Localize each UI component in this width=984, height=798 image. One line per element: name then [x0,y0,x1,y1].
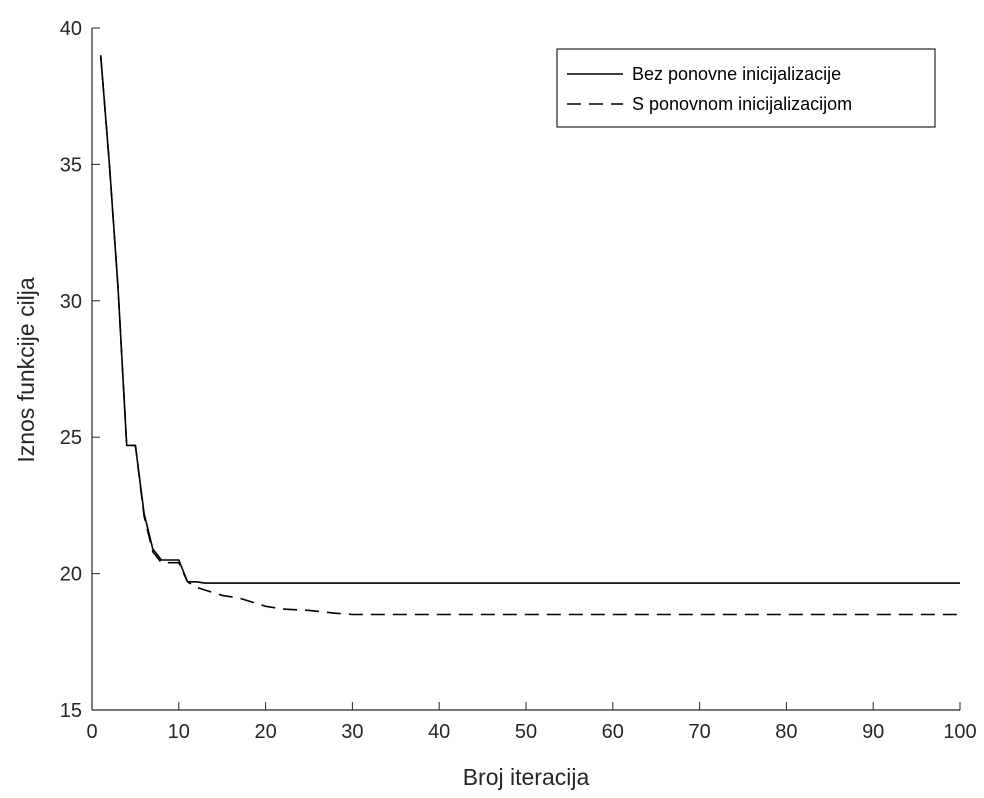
plot-area [91,28,960,711]
x-tick-label: 0 [86,721,97,743]
y-axis-label: Iznos funkcije cilja [13,277,39,463]
y-axis-ticks: 15 20 25 30 35 40 [60,18,100,722]
series-lines [99,55,960,616]
legend-label-series-2: S ponovnom inicijalizacijom [632,94,852,114]
x-tick-label: 40 [428,721,450,743]
y-tick-label: 30 [60,291,82,313]
x-tick-label: 50 [515,721,537,743]
x-tick-label: 80 [775,721,797,743]
x-tick-label: 100 [943,721,976,743]
legend-label-series-1: Bez ponovne inicijalizacije [632,64,841,84]
y-tick-label: 15 [60,700,82,722]
x-tick-label: 20 [254,721,276,743]
x-axis-ticks: 0 10 20 30 40 50 60 70 80 90 100 [86,702,977,743]
legend: Bez ponovne inicijalizacije S ponovnom i… [556,48,936,128]
y-tick-label: 40 [60,18,82,40]
x-axis-label: Broj iteracija [463,764,590,790]
y-tick-label: 25 [60,427,82,449]
x-tick-label: 30 [341,721,363,743]
y-tick-label: 20 [60,564,82,586]
y-tick-label: 35 [60,154,82,176]
legend-box [556,48,936,128]
x-tick-label: 60 [602,721,624,743]
x-tick-label: 10 [168,721,190,743]
x-tick-label: 70 [688,721,710,743]
series-line-2 [99,55,960,616]
series-line-1 [99,55,960,584]
x-tick-label: 90 [862,721,884,743]
